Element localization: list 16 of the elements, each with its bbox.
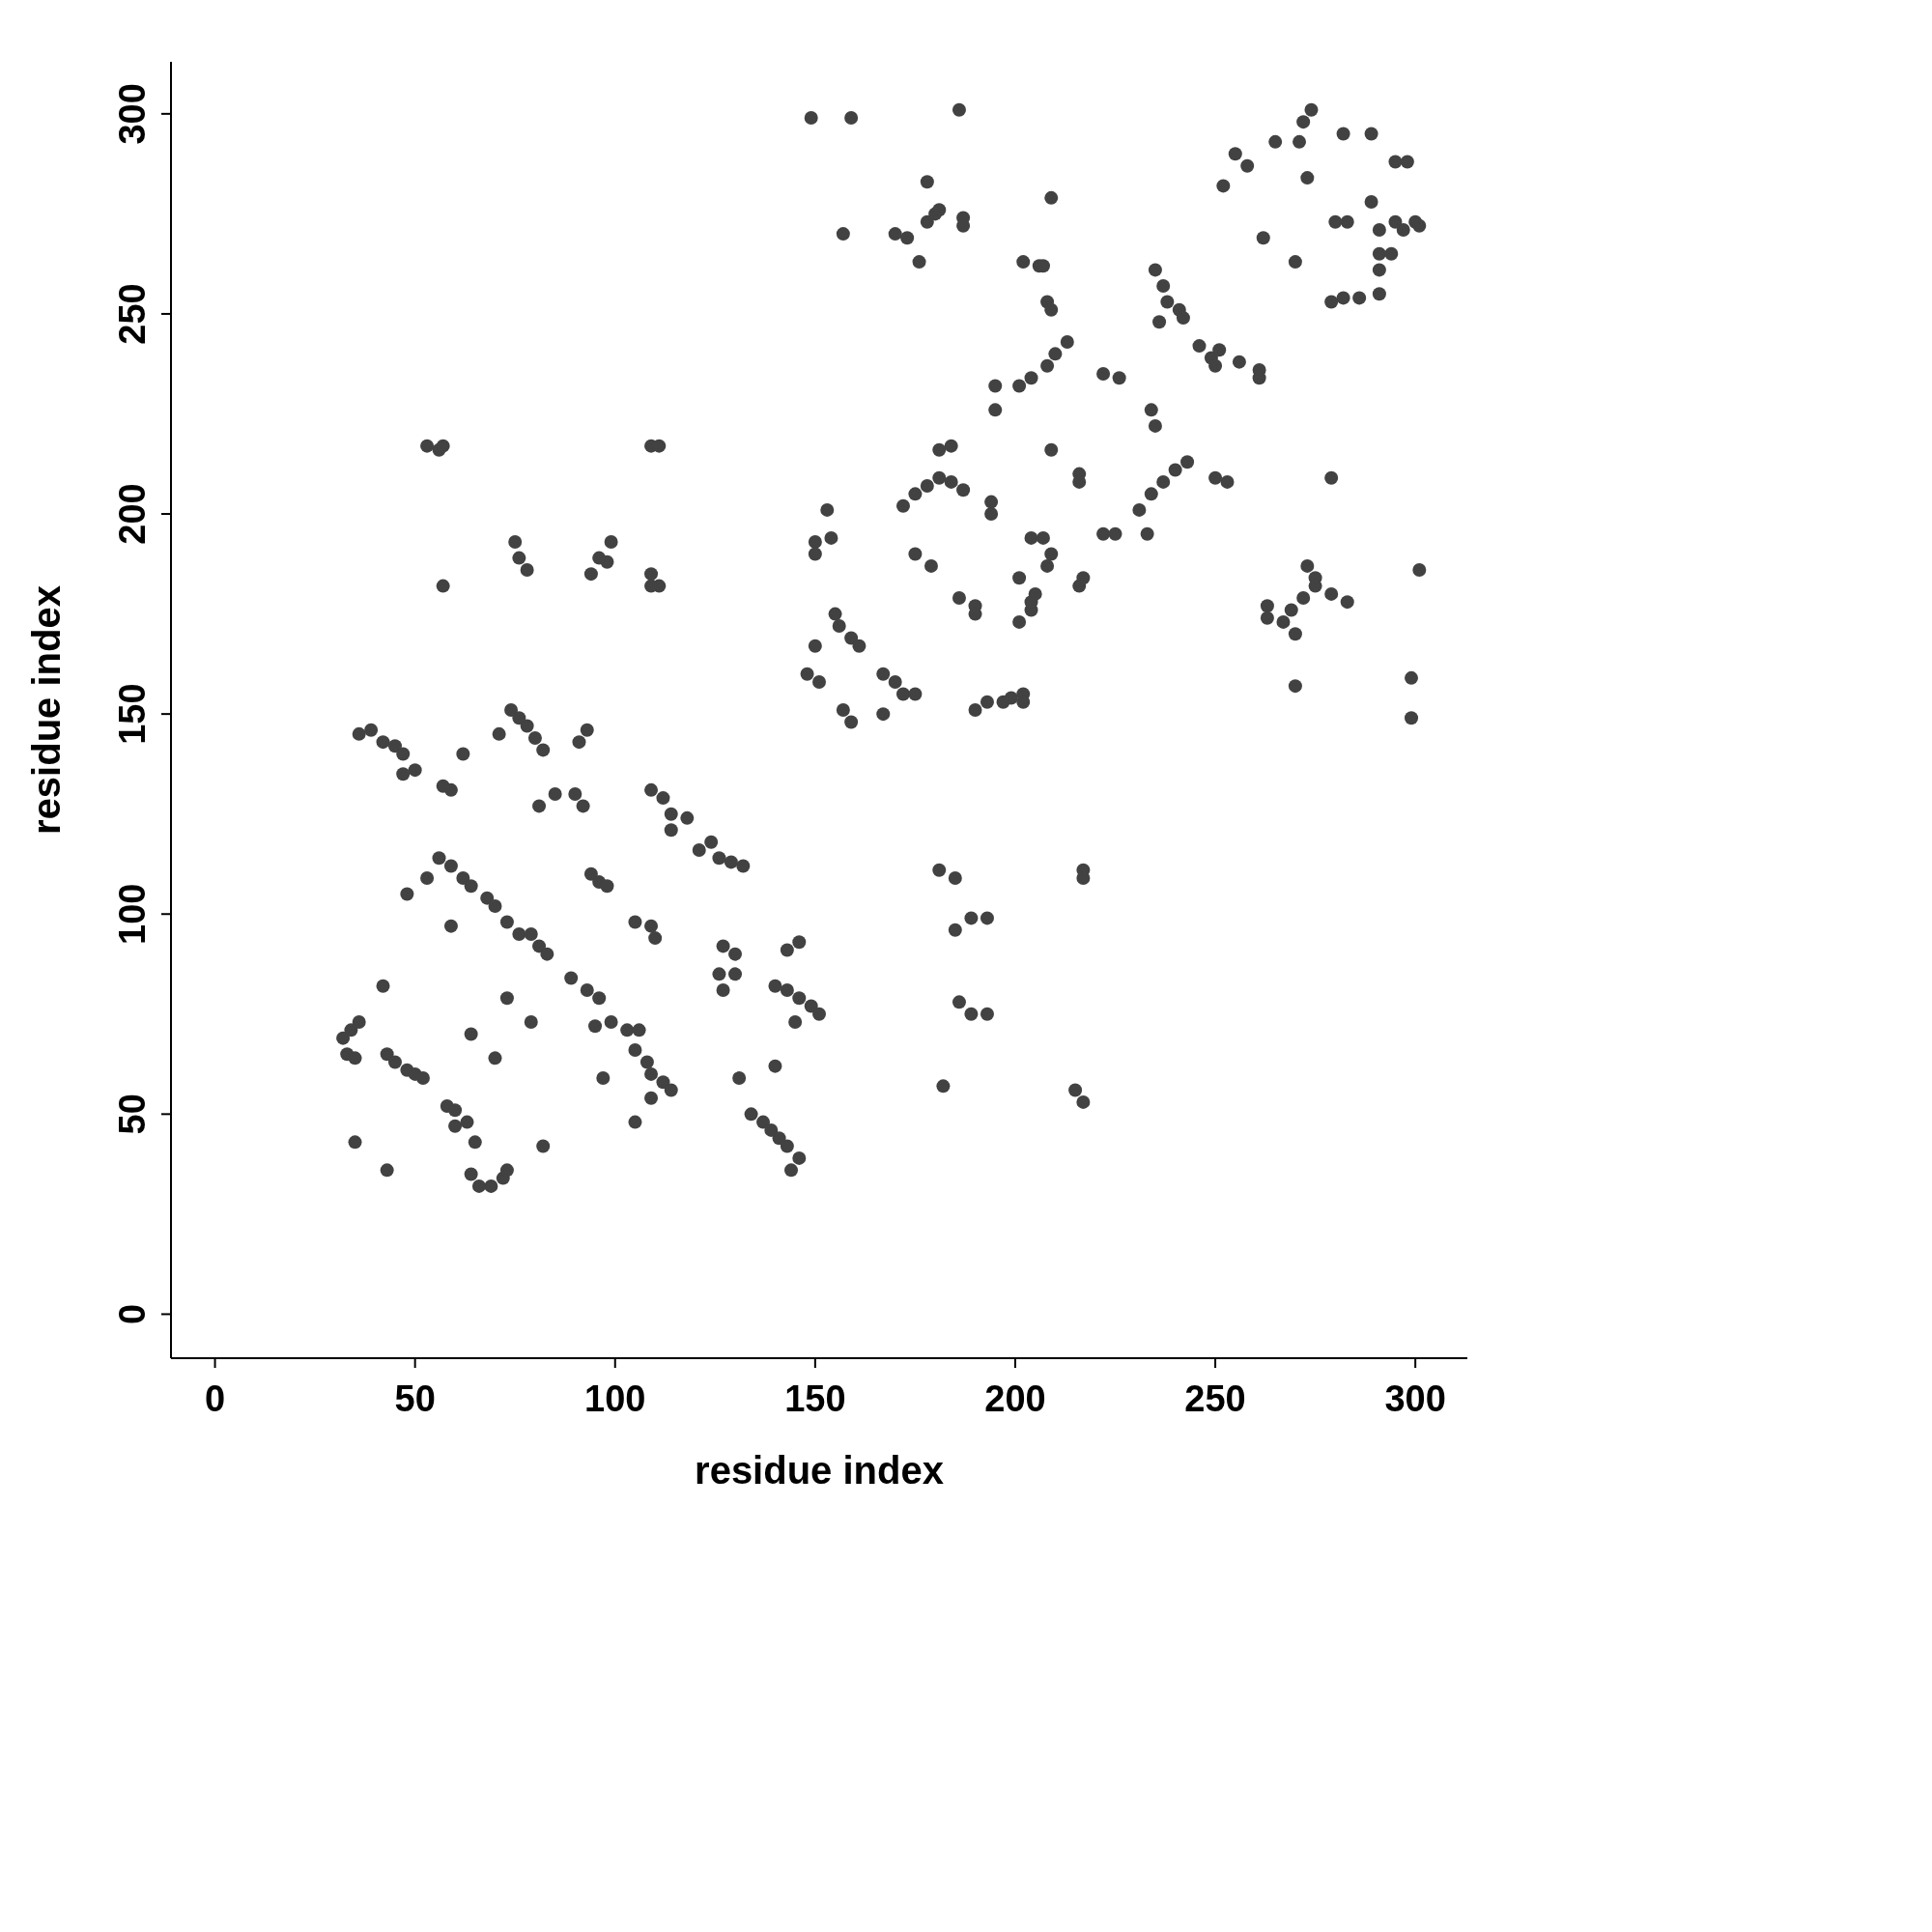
- y-tick-label: 100: [112, 883, 153, 945]
- y-tick-label: 50: [112, 1094, 153, 1135]
- y-tick-label: 200: [112, 483, 153, 545]
- y-axis-title: residue index: [25, 585, 69, 835]
- x-tick-label: 0: [204, 1378, 226, 1419]
- y-tick-label: 150: [112, 683, 153, 745]
- x-axis-title: residue index: [695, 1449, 944, 1492]
- y-tick-label: 300: [112, 83, 153, 145]
- x-tick-label: 200: [984, 1378, 1046, 1419]
- y-tick-label: 250: [112, 283, 153, 345]
- x-tick-label: 150: [784, 1378, 846, 1419]
- x-tick-label: 300: [1384, 1378, 1446, 1419]
- x-tick-label: 250: [1184, 1378, 1246, 1419]
- y-tick-label: 0: [112, 1303, 153, 1325]
- x-tick-label: 100: [584, 1378, 646, 1419]
- x-tick-label: 50: [394, 1378, 436, 1419]
